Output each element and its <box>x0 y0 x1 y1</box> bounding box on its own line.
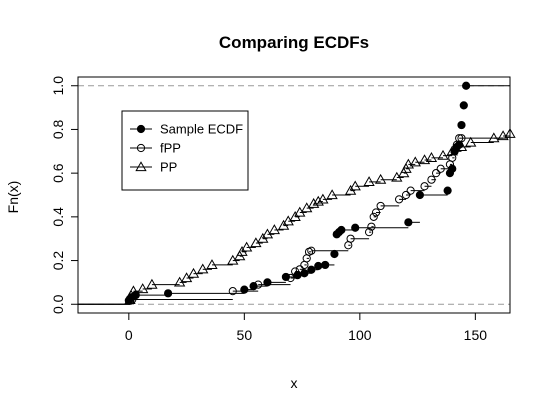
x-tick-label: 50 <box>237 327 253 343</box>
data-point <box>281 272 291 282</box>
series-pp <box>78 128 516 305</box>
y-tick-label: 0.8 <box>50 120 66 140</box>
data-point <box>371 208 381 217</box>
data-point <box>326 189 338 200</box>
data-point <box>465 136 477 147</box>
data-point <box>330 249 339 259</box>
data-point <box>187 267 200 278</box>
data-point <box>337 225 346 235</box>
data-point <box>163 289 173 298</box>
data-point <box>291 267 300 276</box>
legend-box <box>121 110 249 191</box>
data-point <box>418 154 431 165</box>
y-tick-label: 1.0 <box>50 76 66 96</box>
data-point <box>457 120 466 130</box>
x-tick-label: 0 <box>125 327 133 343</box>
data-point <box>346 234 355 243</box>
data-point <box>459 101 468 110</box>
data-point <box>228 287 237 296</box>
data-point <box>446 145 458 156</box>
data-point <box>404 218 413 227</box>
data-point <box>307 246 316 255</box>
data-point <box>206 259 218 270</box>
plot-area: 0 50 100 150 0.0 0.2 0.4 0.6 0.8 1.0 <box>50 76 516 343</box>
data-point <box>307 265 316 274</box>
y-tick-label: 0.6 <box>50 163 66 183</box>
data-point <box>455 134 464 143</box>
data-point <box>312 195 324 206</box>
data-point <box>437 149 449 160</box>
data-point <box>321 260 330 270</box>
chart-title: Comparing ECDFs <box>219 33 369 52</box>
data-point <box>369 212 378 221</box>
data-point <box>436 164 445 173</box>
x-tick-label: 150 <box>464 327 488 343</box>
data-point <box>401 190 411 200</box>
data-point <box>402 158 415 169</box>
data-point <box>349 180 361 191</box>
data-point <box>300 269 309 278</box>
data-point <box>295 265 304 274</box>
data-point <box>395 195 404 204</box>
legend-label: fPP <box>160 141 181 156</box>
data-point <box>307 197 320 208</box>
data-point <box>427 175 436 184</box>
data-point <box>137 283 149 294</box>
data-point <box>254 280 263 289</box>
y-tick-label: 0.4 <box>50 207 66 227</box>
data-point <box>443 186 452 195</box>
legend-label: PP <box>160 160 177 175</box>
y-tick-label: 0.0 <box>50 294 66 314</box>
legend-marker <box>135 161 147 172</box>
data-point <box>240 241 253 252</box>
data-point <box>374 173 387 184</box>
data-point <box>127 285 140 296</box>
data-point <box>488 132 500 143</box>
legend-marker <box>136 143 146 153</box>
data-point <box>240 285 249 294</box>
y-axis-label: Fn(x) <box>5 181 21 214</box>
data-point <box>425 152 438 162</box>
data-point <box>268 224 281 235</box>
data-point <box>314 261 323 271</box>
legend-marker <box>136 124 146 134</box>
data-point <box>286 273 295 283</box>
data-point <box>351 223 360 232</box>
data-point <box>415 190 425 200</box>
data-point <box>197 263 209 274</box>
data-point <box>367 222 376 231</box>
legend-label: Sample ECDF <box>160 122 243 137</box>
data-point <box>409 156 421 167</box>
data-point <box>504 128 516 138</box>
data-point <box>146 278 158 289</box>
data-point <box>431 169 441 178</box>
data-point <box>406 186 415 195</box>
data-point <box>317 193 329 204</box>
data-point <box>363 176 375 186</box>
data-point <box>376 201 385 211</box>
data-point <box>420 182 429 191</box>
y-tick-label: 0.2 <box>50 251 66 271</box>
legend: Sample ECDF fPP PP <box>121 110 249 191</box>
data-point <box>497 130 509 141</box>
x-tick-label: 100 <box>348 327 372 343</box>
data-point <box>364 228 374 237</box>
data-point <box>455 141 468 152</box>
x-axis-label: x <box>291 375 298 391</box>
data-point <box>462 81 471 90</box>
data-point <box>249 282 258 291</box>
